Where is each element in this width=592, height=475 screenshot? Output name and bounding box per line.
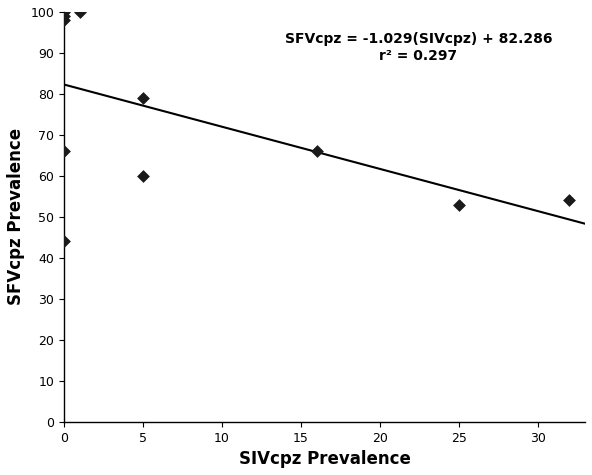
Point: [59, 8, 69, 16]
Text: SFVcpz = -1.029(SIVcpz) + 82.286
r² = 0.297: SFVcpz = -1.029(SIVcpz) + 82.286 r² = 0.…: [285, 32, 552, 63]
Point: [59, 16, 69, 24]
Y-axis label: SFVcpz Prevalence: SFVcpz Prevalence: [7, 128, 25, 305]
Point: [59, 12, 69, 20]
Point: [75, 8, 85, 16]
Point: [59, 238, 69, 245]
Point: [312, 148, 321, 155]
Point: [59, 148, 69, 155]
Point: [565, 197, 574, 204]
Point: [139, 172, 148, 180]
Point: [139, 94, 148, 102]
Point: [454, 201, 464, 209]
X-axis label: SIVcpz Prevalence: SIVcpz Prevalence: [239, 450, 410, 468]
